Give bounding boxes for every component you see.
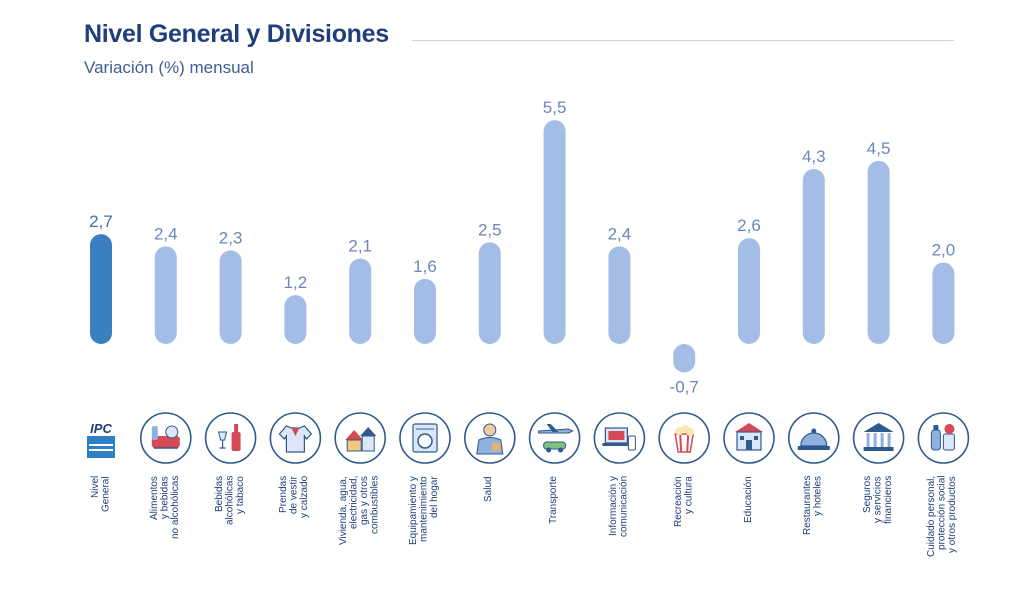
school-building-icon (723, 412, 775, 464)
bar-2 (219, 250, 242, 344)
bar-chart: 2,7 IPC 2,4 2,3 1,2 2,1 1,6 2,5 5,5 2,4 -0,7 2,6 4,3… (87, 98, 970, 464)
bar-11 (802, 168, 825, 344)
value-label-0: 2,7 (89, 212, 113, 231)
title-divider (412, 40, 954, 41)
value-label-4: 2,1 (348, 237, 372, 256)
bar-1 (154, 246, 177, 344)
svg-text:IPC: IPC (90, 421, 112, 436)
category-label-4: Vivienda, agua, electricidad, gas y otro… (338, 476, 381, 545)
washing-machine-icon (399, 412, 451, 464)
chart-title: Nivel General y Divisiones (84, 20, 389, 48)
value-label-7: 5,5 (543, 98, 567, 117)
bar-5 (414, 278, 436, 344)
value-label-2: 2,3 (219, 228, 243, 247)
houses-icon (334, 412, 387, 464)
chart-subtitle: Variación (%) mensual (84, 58, 254, 77)
plane-car-icon (528, 412, 581, 464)
category-label-12: Seguros y servicios financieros (861, 476, 894, 525)
category-label-10: Educación (742, 476, 754, 523)
value-label-6: 2,5 (478, 220, 502, 239)
bank-icon (852, 412, 905, 464)
value-label-3: 1,2 (284, 273, 308, 292)
value-label-12: 4,5 (867, 139, 891, 158)
category-label-6: Salud (483, 476, 495, 502)
category-label-11: Restaurantes y hoteles (802, 476, 824, 536)
category-label-2: Bebidas alcohólicas y tabaco (213, 476, 246, 526)
category-label-13: Cuidado personal, protección social y ot… (926, 476, 959, 558)
service-bell-icon (787, 412, 840, 464)
category-label-1: Alimentos y bebidas no alcohólicas (148, 476, 181, 540)
bar-4 (349, 258, 372, 344)
ipc-logo-icon: IPC (87, 421, 115, 458)
bar-0 (90, 234, 112, 344)
popcorn-icon (658, 412, 711, 464)
category-label-9: Recreación y cultura (672, 476, 695, 527)
bar-9 (673, 344, 696, 373)
bar-13 (932, 262, 955, 344)
bar-10 (738, 238, 760, 344)
category-label-0: Nivel General (89, 476, 112, 512)
bar-3 (284, 295, 307, 344)
doctor-icon (463, 412, 516, 464)
value-label-1: 2,4 (154, 224, 178, 243)
shirt-icon (269, 412, 322, 464)
value-label-9: -0,7 (670, 377, 699, 396)
value-label-8: 2,4 (608, 224, 632, 243)
bar-8 (608, 246, 631, 344)
bar-12 (867, 160, 890, 344)
laptop-phone-icon (593, 412, 646, 464)
category-label-3: Prendas de vestir y calzado (278, 476, 311, 519)
category-label-5: Equipamiento y mantenimiento del hogar (408, 476, 440, 545)
value-label-11: 4,3 (802, 147, 826, 166)
wine-bottle-icon (204, 412, 257, 464)
value-label-10: 2,6 (737, 216, 761, 235)
bar-7 (543, 120, 566, 345)
bar-6 (478, 242, 501, 344)
category-label-7: Transporte (548, 476, 560, 524)
value-label-13: 2,0 (932, 241, 956, 260)
category-label-8: Información y comunicación (607, 476, 630, 538)
value-label-5: 1,6 (413, 257, 437, 276)
food-basket-icon (140, 412, 192, 464)
personal-care-icon (917, 412, 970, 464)
